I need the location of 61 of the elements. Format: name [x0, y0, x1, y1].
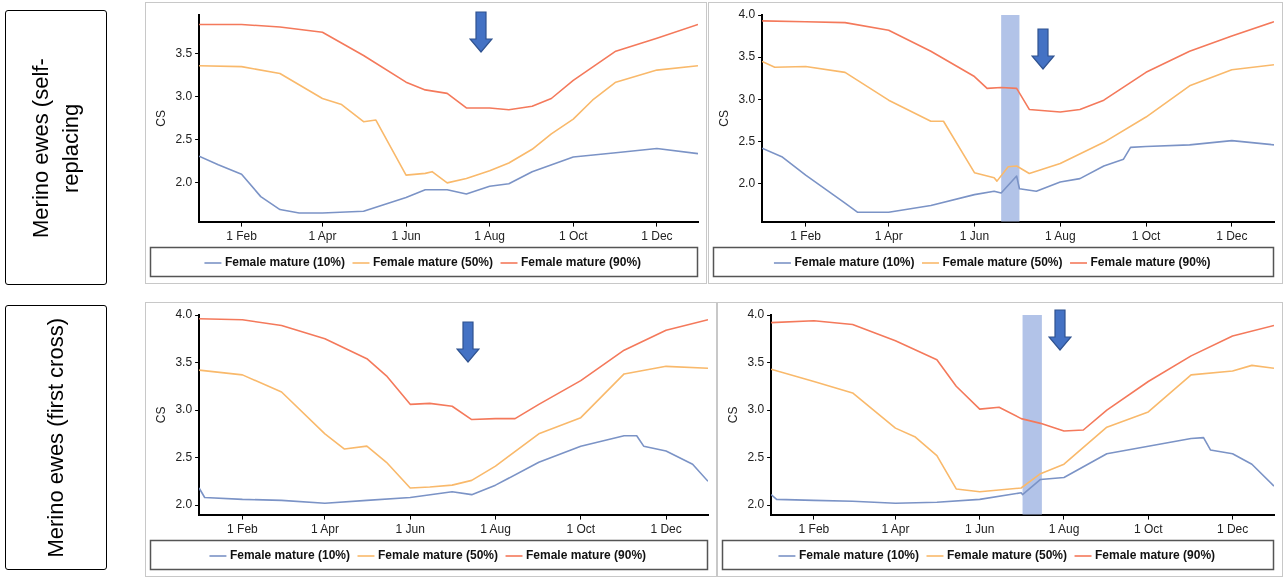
x-tick-label: 1 Dec [1216, 522, 1249, 537]
x-tick-label: 1 Oct [558, 229, 589, 244]
y-tick-label: 3.0 [738, 91, 756, 106]
legend-label: Female mature (10%) [229, 548, 350, 563]
legend-label: Female mature (50%) [377, 548, 499, 563]
y-tick-label: 3.0 [175, 89, 193, 104]
x-tick-label: 1 Apr [881, 522, 910, 537]
y-axis-title: CS [153, 109, 168, 127]
y-tick-label: 4.0 [738, 7, 756, 22]
legend-label: Female mature (10%) [224, 255, 345, 270]
x-tick-label: 1 Aug [1048, 522, 1080, 537]
x-tick-label: 1 Dec [641, 229, 673, 244]
y-tick-label: 3.5 [175, 354, 193, 369]
x-tick-label: 1 Feb [227, 522, 259, 537]
x-tick-label: 1 Jun [395, 522, 425, 537]
legend-label: Female mature (90%) [526, 548, 647, 563]
y-tick-label: 2.0 [175, 175, 193, 190]
x-tick-label: 1 Jun [965, 522, 995, 537]
y-tick-label: 2.5 [175, 449, 193, 464]
y-tick-label: 4.0 [175, 307, 193, 322]
legend-label: Female mature (10%) [794, 255, 915, 270]
x-tick-label: 1 Jun [391, 229, 421, 244]
x-tick-label: 1 Apr [310, 522, 339, 537]
x-tick-label: 1 Oct [566, 522, 596, 537]
x-tick-label: 1 Oct [1131, 229, 1162, 244]
y-tick-label: 3.5 [747, 354, 765, 369]
text: Merino ewes (self-replacing [27, 56, 84, 240]
legend-label: Female mature (90%) [521, 255, 642, 270]
x-tick-label: 1 Feb [226, 229, 258, 244]
y-tick-label: 3.0 [175, 402, 193, 417]
x-tick-label: 1 Dec [1216, 229, 1248, 244]
x-tick-label: 1 Apr [308, 229, 337, 244]
x-tick-label: 1 Oct [1133, 522, 1164, 537]
y-axis-title: CS [725, 406, 740, 424]
y-tick-label: 3.5 [175, 46, 193, 61]
y-axis-title: CS [716, 109, 731, 127]
y-tick-label: 2.0 [747, 497, 765, 512]
legend-label: Female mature (50%) [942, 255, 1063, 270]
y-tick-label: 4.0 [747, 307, 765, 322]
y-tick-label: 2.0 [175, 497, 193, 512]
legend-label: Female mature (10%) [798, 548, 919, 563]
legend-label: Female mature (90%) [1095, 548, 1216, 563]
x-tick-label: 1 Aug [480, 522, 511, 537]
y-tick-label: 2.5 [175, 132, 193, 147]
legend-label: Female mature (50%) [946, 548, 1068, 563]
x-tick-label: 1 Apr [874, 229, 903, 244]
legend-label: Female mature (90%) [1090, 255, 1211, 270]
y-tick-label: 2.5 [738, 133, 756, 148]
x-tick-label: 1 Feb [790, 229, 822, 244]
text: Merino ewes (first cross) [42, 317, 69, 558]
x-tick-label: 1 Feb [798, 522, 830, 537]
y-tick-label: 2.5 [747, 449, 765, 464]
x-tick-label: 1 Jun [959, 229, 990, 244]
x-tick-label: 1 Dec [650, 522, 682, 537]
x-tick-label: 1 Aug [1044, 229, 1076, 244]
y-axis-title: CS [153, 406, 168, 424]
y-tick-label: 3.0 [747, 402, 765, 417]
x-tick-label: 1 Aug [474, 229, 506, 244]
y-tick-label: 2.0 [738, 175, 756, 190]
y-tick-label: 3.5 [738, 49, 756, 64]
legend-label: Female mature (50%) [372, 255, 494, 270]
